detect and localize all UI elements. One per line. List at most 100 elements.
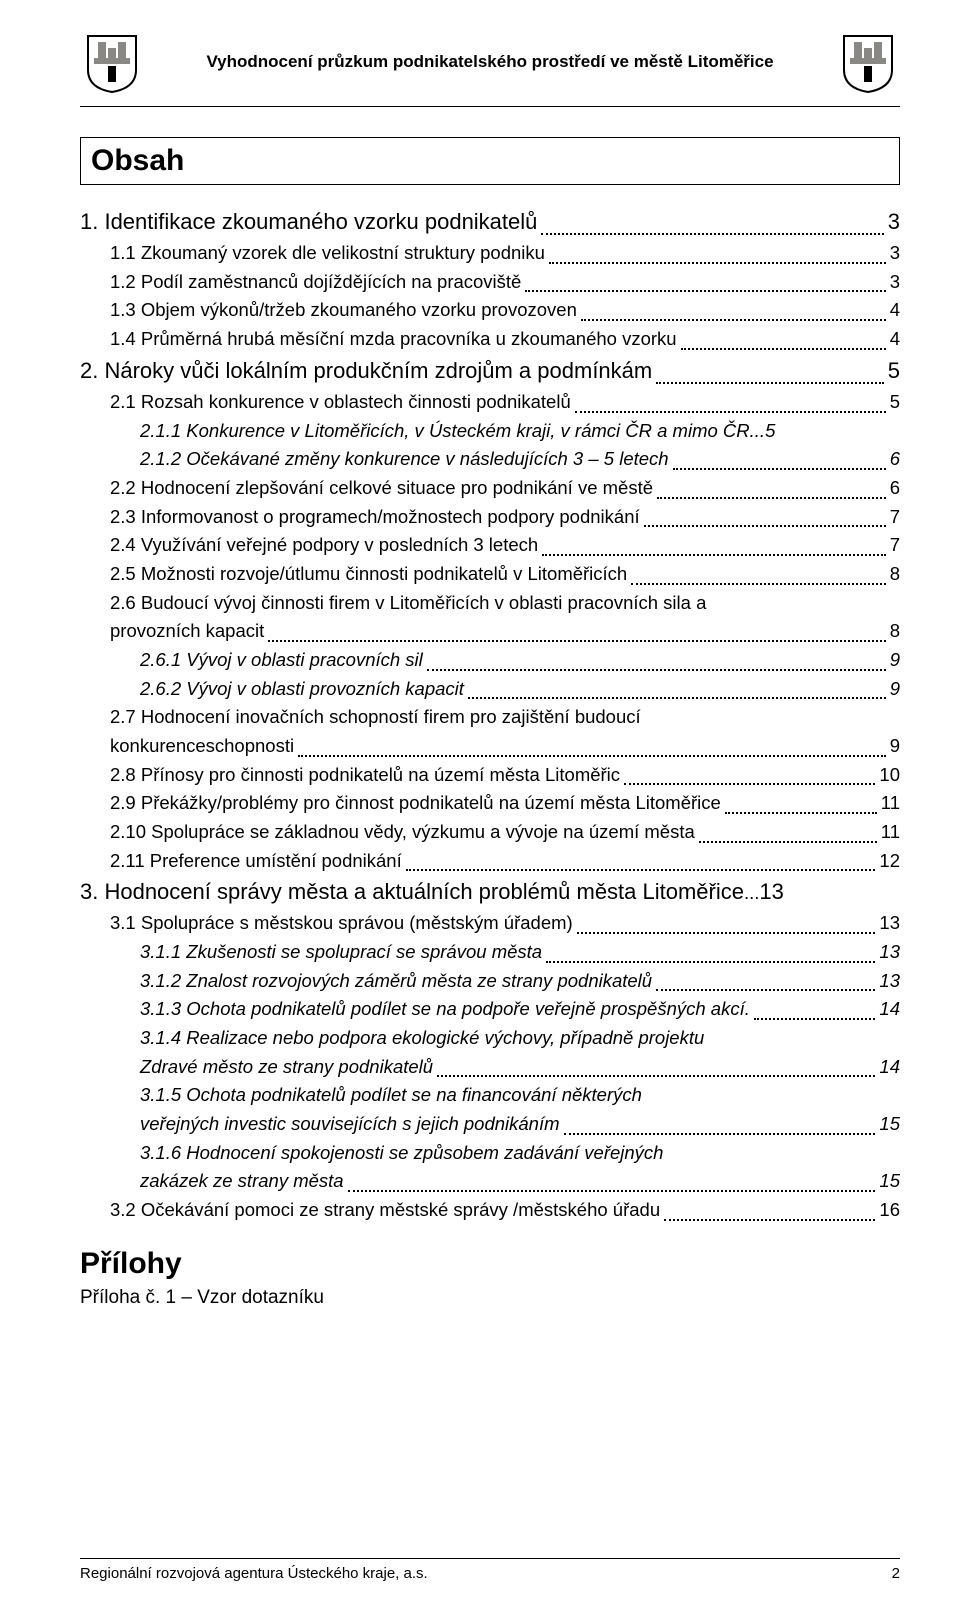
obsah-title: Obsah	[91, 144, 889, 178]
toc-entry: 2.6.2 Vývoj v oblasti provozních kapacit…	[140, 675, 900, 704]
footer-page-number: 2	[892, 1565, 900, 1582]
toc-entry: 2.1.2 Očekávané změny konkurence v násle…	[140, 445, 900, 474]
toc-entry: 2.3 Informovanost o programech/možnostec…	[110, 503, 900, 532]
toc-entry: 1.3 Objem výkonů/tržeb zkoumaného vzorku…	[110, 296, 900, 325]
toc-leader	[631, 583, 885, 585]
toc-page: 3	[888, 205, 900, 239]
toc-page: 10	[879, 761, 900, 790]
toc-entry: 2.6 Budoucí vývoj činnosti firem v Litom…	[110, 589, 900, 646]
toc-label: 3.1.3 Ochota podnikatelů podílet se na p…	[140, 995, 750, 1024]
toc-label: 2.1.1 Konkurence v Litoměřicích, v Ústec…	[140, 417, 750, 446]
toc-page: 14	[879, 995, 900, 1024]
toc-leader	[656, 382, 884, 384]
toc-leader	[542, 554, 886, 556]
footer-left: Regionální rozvojová agentura Ústeckého …	[80, 1565, 428, 1582]
header-rule	[80, 106, 900, 107]
toc-entry: 2. Nároky vůči lokálním produkčním zdroj…	[80, 354, 900, 388]
toc-page: 5	[765, 417, 775, 446]
toc-sep: ...	[744, 879, 759, 908]
toc-page: 15	[879, 1110, 900, 1139]
page-footer: Regionální rozvojová agentura Ústeckého …	[80, 1558, 900, 1582]
toc-page: 8	[890, 617, 900, 646]
toc-label: 2. Nároky vůči lokálním produkčním zdroj…	[80, 354, 652, 388]
toc-label: 2.1 Rozsah konkurence v oblastech činnos…	[110, 388, 571, 417]
toc-label: 3.1.6 Hodnocení spokojenosti se způsobem…	[140, 1139, 900, 1168]
toc-label-cont: Zdravé město ze strany podnikatelů	[140, 1053, 433, 1082]
toc-entry: 3.1.2 Znalost rozvojových záměrů města z…	[140, 967, 900, 996]
toc-entry: 1. Identifikace zkoumaného vzorku podnik…	[80, 205, 900, 239]
toc-page: 12	[879, 847, 900, 876]
toc-page: 9	[890, 732, 900, 761]
toc-entry: 2.5 Možnosti rozvoje/útlumu činnosti pod…	[110, 560, 900, 589]
toc-page: 11	[881, 818, 900, 847]
toc-label: 3.1.5 Ochota podnikatelů podílet se na f…	[140, 1081, 900, 1110]
toc-label-cont: veřejných investic souvisejících s jejic…	[140, 1110, 560, 1139]
toc-label: 1. Identifikace zkoumaného vzorku podnik…	[80, 205, 537, 239]
toc-label: 2.10 Spolupráce se základnou vědy, výzku…	[110, 818, 695, 847]
toc-page: 16	[879, 1196, 900, 1225]
toc-label: 3. Hodnocení správy města a aktuálních p…	[80, 875, 744, 909]
toc-label: 2.6.2 Vývoj v oblasti provozních kapacit	[140, 675, 464, 704]
toc-entry: 2.6.1 Vývoj v oblasti pracovních sil 9	[140, 646, 900, 675]
toc-label: 3.1.2 Znalost rozvojových záměrů města z…	[140, 967, 652, 996]
toc-label: 2.9 Překážky/problémy pro činnost podnik…	[110, 789, 721, 818]
toc-page: 7	[890, 531, 900, 560]
toc-page: 3	[890, 239, 900, 268]
appendix-title: Přílohy	[80, 1247, 900, 1281]
toc-page: 4	[890, 325, 900, 354]
toc-entry: 3. Hodnocení správy města a aktuálních p…	[80, 875, 900, 909]
toc-leader	[406, 869, 876, 871]
appendix-section: Přílohy Příloha č. 1 – Vzor dotazníku	[80, 1247, 900, 1309]
toc-leader	[541, 233, 883, 235]
toc-leader	[624, 783, 875, 785]
toc-entry: 2.11 Preference umístění podnikání12	[110, 847, 900, 876]
page-header: Vyhodnocení průzkum podnikatelského pros…	[80, 30, 900, 94]
toc-page: 5	[888, 354, 900, 388]
toc-leader	[581, 319, 886, 321]
toc-label: 2.8 Přínosy pro činnosti podnikatelů na …	[110, 761, 620, 790]
toc-page: 13	[879, 967, 900, 996]
toc-page: 13	[879, 909, 900, 938]
toc-label: 1.1 Zkoumaný vzorek dle velikostní struk…	[110, 239, 545, 268]
toc-leader	[673, 468, 886, 470]
toc-page: 5	[890, 388, 900, 417]
toc-label: 2.5 Možnosti rozvoje/útlumu činnosti pod…	[110, 560, 627, 589]
toc-label: 1.2 Podíl zaměstnanců dojíždějících na p…	[110, 268, 521, 297]
toc-label: 3.2 Očekávání pomoci ze strany městské s…	[110, 1196, 660, 1225]
toc-entry: 2.1.1 Konkurence v Litoměřicích, v Ústec…	[140, 417, 900, 446]
toc-leader	[575, 411, 886, 413]
toc-label: 1.3 Objem výkonů/tržeb zkoumaného vzorku…	[110, 296, 577, 325]
toc-label: 2.1.2 Očekávané změny konkurence v násle…	[140, 445, 669, 474]
toc-entry: 2.7 Hodnocení inovačních schopností fire…	[110, 703, 900, 760]
toc-label: 2.6.1 Vývoj v oblasti pracovních sil	[140, 646, 423, 675]
toc-leader	[577, 932, 876, 934]
header-title: Vyhodnocení průzkum podnikatelského pros…	[144, 52, 836, 72]
toc-label-cont: provozních kapacit	[110, 617, 264, 646]
toc-leader	[564, 1133, 876, 1135]
toc-label-cont: konkurenceschopnosti	[110, 732, 294, 761]
toc-label: 2.3 Informovanost o programech/možnostec…	[110, 503, 640, 532]
toc-leader	[268, 640, 885, 642]
toc-leader	[754, 1018, 876, 1020]
toc-label: 1.4 Průměrná hrubá měsíční mzda pracovní…	[110, 325, 677, 354]
toc-page: 6	[890, 474, 900, 503]
toc-leader	[348, 1190, 876, 1192]
toc-leader	[427, 669, 886, 671]
toc-leader	[656, 989, 875, 991]
toc-page: 9	[890, 646, 900, 675]
toc-leader	[468, 697, 886, 699]
toc-page: 13	[759, 875, 783, 909]
toc-sep: ...	[750, 417, 765, 446]
obsah-box: Obsah	[80, 137, 900, 185]
toc-entry: 1.2 Podíl zaměstnanců dojíždějících na p…	[110, 268, 900, 297]
toc-leader	[725, 812, 877, 814]
appendix-item: Příloha č. 1 – Vzor dotazníku	[80, 1287, 900, 1309]
toc-leader	[699, 841, 877, 843]
toc-entry: 1.4 Průměrná hrubá měsíční mzda pracovní…	[110, 325, 900, 354]
toc-entry: 3.1.4 Realizace nebo podpora ekologické …	[140, 1024, 900, 1081]
toc-page: 14	[879, 1053, 900, 1082]
toc-entry: 2.9 Překážky/problémy pro činnost podnik…	[110, 789, 900, 818]
toc-page: 3	[890, 268, 900, 297]
toc-page: 13	[879, 938, 900, 967]
toc-entry: 2.4 Využívání veřejné podpory v poslední…	[110, 531, 900, 560]
